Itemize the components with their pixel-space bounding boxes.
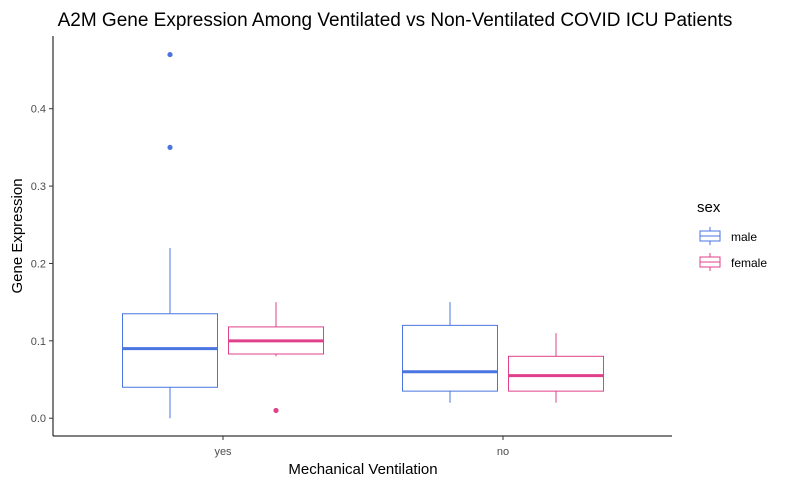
box-iqr (402, 324, 498, 392)
y-axis-ticks: 0.0 0.1 0.2 0.3 0.4 (31, 104, 53, 425)
box-male-no (402, 302, 498, 403)
y-tick-label: 0.1 (31, 336, 46, 348)
chart-title: A2M Gene Expression Among Ventilated vs … (58, 10, 733, 31)
legend-item-female: female (699, 253, 767, 271)
legend-label: male (731, 230, 757, 244)
y-tick-label: 0.3 (31, 181, 46, 193)
y-axis-title: Gene Expression (9, 178, 26, 293)
boxes-layer (122, 51, 604, 419)
box-iqr (508, 355, 604, 392)
legend-label: female (731, 256, 767, 270)
box-male-yes (122, 51, 218, 419)
x-tick-label: no (497, 446, 509, 458)
x-tick-label: yes (214, 446, 232, 458)
outlier-point (167, 51, 173, 58)
outlier-point (273, 407, 279, 414)
x-axis-title: Mechanical Ventilation (288, 461, 437, 478)
plot-area: 0.0 0.1 0.2 0.3 0.4 yes no (31, 36, 672, 458)
box-iqr (122, 313, 218, 388)
legend-items: male female (699, 227, 767, 271)
y-tick-label: 0.0 (31, 413, 46, 425)
x-axis-ticks: yes no (214, 436, 509, 458)
legend: sex male female (697, 199, 767, 271)
box-female-yes (228, 302, 324, 414)
outlier-point (167, 144, 173, 151)
y-tick-label: 0.4 (31, 104, 46, 116)
y-tick-label: 0.2 (31, 258, 46, 270)
legend-title: sex (697, 199, 721, 216)
box-female-no (508, 333, 604, 403)
legend-item-male: male (699, 227, 757, 245)
